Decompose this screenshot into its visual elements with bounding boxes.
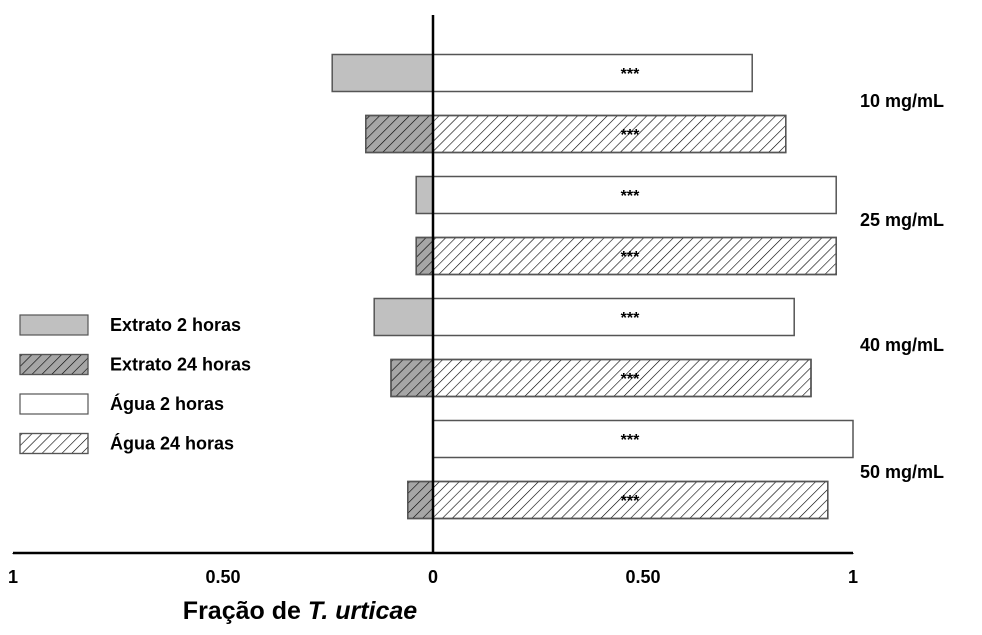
bar-hatch [415,236,434,276]
bar-hatch [432,236,837,276]
category-label: 40 mg/mL [860,335,944,355]
x-axis-title-part: Fração de [183,597,301,625]
bar [331,53,434,93]
bar-hatch [407,480,434,520]
legend-swatch [19,314,89,336]
significance-label: *** [621,66,640,83]
significance-label: *** [621,432,640,449]
category-label: 50 mg/mL [860,462,944,482]
x-axis-title: Fração de T. urticae [183,597,417,625]
significance-label: *** [621,249,640,266]
x-tick-label: 0 [428,567,438,587]
bar [432,53,753,93]
bar [432,297,795,337]
significance-label: *** [621,310,640,327]
legend-label: Extrato 24 horas [110,354,251,374]
legend-label: Extrato 2 horas [110,315,241,335]
x-tick-label: 1 [8,567,18,587]
x-tick-label: 0.50 [205,567,240,587]
x-tick-label: 0.50 [625,567,660,587]
legend-label: Água 24 horas [110,432,234,453]
category-label: 10 mg/mL [860,91,944,111]
bar-hatch [390,358,434,398]
bar-hatch [432,114,787,154]
legend-swatch [19,393,89,415]
bar [373,297,434,337]
x-tick-label: 1 [848,567,858,587]
significance-label: *** [621,493,640,510]
legend-swatch-hatch [19,353,89,376]
x-axis-title-italic: T. urticae [308,597,417,625]
bar [432,419,854,459]
bar [432,175,837,215]
bar [415,175,434,215]
legend-label: Água 2 horas [110,393,224,414]
category-label: 25 mg/mL [860,210,944,230]
significance-label: *** [621,127,640,144]
bar-hatch [365,114,434,154]
legend-swatch-hatch [19,432,89,455]
significance-label: *** [621,371,640,388]
significance-label: *** [621,188,640,205]
